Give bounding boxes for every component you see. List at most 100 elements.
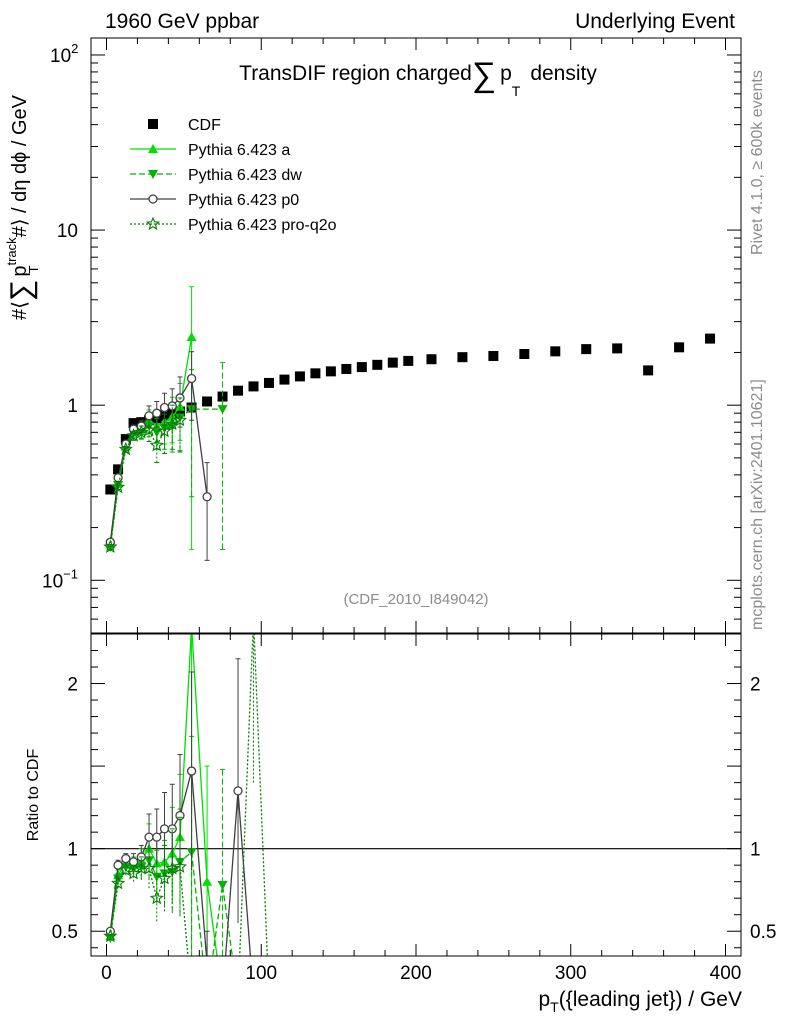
ratio-point-p0 [144,832,154,842]
cdf-point [356,362,367,373]
legend-marker-a [148,144,158,153]
ylabel-post: #⟩ / dη dϕ / GeV [9,94,31,237]
cdf-point [202,396,213,407]
cdf-point [113,464,124,475]
plot-title: TransDIF region charged∑ pTdensity [239,56,597,99]
ratio-tick-label-right: 1 [750,840,761,861]
cdf-point [643,365,654,376]
cdf-point [120,434,131,445]
ratio-clip-group [91,634,741,956]
cdf-point [457,352,468,363]
main-ylabel: #⟨∑ ptrack T #⟩ / dη dϕ / GeV [4,94,41,320]
legend-label-a: Pythia 6.423 a [188,142,290,159]
cdf-point [372,359,383,370]
cdf-point [248,381,259,392]
y-tick-label: 102 [50,41,78,67]
ratio-series-dw [105,735,233,956]
ratio-line-q2o [109,634,268,956]
main-plot [103,286,716,561]
legend-entry-dw: Pythia 6.423 dw [130,167,302,184]
xlabel-p: p [538,988,550,1011]
ratio-tick-label-right: 0.5 [750,922,776,943]
ratio-point-dw [144,856,155,866]
point-p0 [202,492,212,502]
xlabel-rest: ({leading jet}) / GeV [559,988,742,1011]
cdf-point [581,344,592,355]
title-post: density [530,62,597,85]
cdf-point [705,333,716,344]
ratio-point-p0 [113,860,123,870]
title-p: p [500,62,512,85]
series-q2o [103,397,188,553]
ratio-point-q2o [157,870,172,885]
cdf-point [217,391,228,402]
cdf-point [387,357,398,368]
cdf-point [612,343,623,354]
y-tick-label: 1 [67,396,78,417]
ratio-ylabel: Ratio to CDF [25,749,42,842]
ylabel-p: p [9,266,31,277]
point-q2o [172,412,188,427]
mcplots-label: mcplots.cern.ch [arXiv:2401.10621] [749,379,766,630]
x-tick-label: 200 [400,963,432,984]
ratio-point-q2o [111,875,126,890]
ratio-point-q2o [149,890,164,905]
title-sub: T [512,83,521,99]
main-clip-group [103,286,716,561]
x-tick-label: 300 [555,963,587,984]
point-q2o [165,416,180,431]
ratio-point-p0 [186,766,197,776]
y-tick-base: 10 [50,46,71,67]
legend-label-q2o: Pythia 6.423 pro-q2o [188,217,337,234]
ratio-tick-label-left: 0.5 [52,922,78,943]
legend-label-cdf: CDF [188,117,221,134]
legend-label-p0: Pythia 6.423 p0 [188,192,299,209]
ratio-point-q2o [103,928,118,943]
point-p0 [159,402,170,413]
cdf-point [310,368,321,379]
cdf-point [294,371,305,382]
cdf-point [263,377,274,388]
ylabel-sub: T [26,265,41,273]
cdf-point [341,363,352,374]
point-q2o [149,437,164,452]
x-tick-label: 400 [710,963,742,984]
ratio-point-p0 [159,824,170,834]
cdf-point [105,484,116,495]
point-dw [217,405,228,415]
cdf-point [488,350,499,361]
ratio-tick-label-left: 2 [67,675,78,696]
legend-entry-cdf: CDF [148,117,221,134]
ratio-tick-label-left: 1 [67,840,78,861]
ylabel-sum: ∑ [5,280,38,301]
cdf-point [325,366,336,377]
cdf-point [403,355,414,366]
point-p0 [144,411,154,421]
legend-marker-cdf [148,119,158,129]
point-a [186,332,197,342]
title-pre: TransDIF region charged [239,62,472,85]
cdf-point [426,354,437,365]
series-dw [105,362,228,552]
legend-entry-a: Pythia 6.423 a [130,142,290,159]
ratio-tick-label-right: 2 [750,675,761,696]
legend-entry-q2o: Pythia 6.423 pro-q2o [130,216,337,234]
ratio-point-q2o [172,859,188,873]
x-tick-label: 100 [245,963,277,984]
cdf-point [674,342,685,353]
y-tick-label: 10−1 [42,566,78,592]
ratio-point-p0 [152,832,162,842]
point-p0 [152,408,162,418]
legend-marker-dw [148,170,158,179]
legend-entry-p0: Pythia 6.423 p0 [130,192,299,209]
cdf-point [128,418,139,429]
cdf-point [279,374,290,385]
line-dw [109,408,223,548]
cdf-point [550,346,561,357]
legend-marker-p0 [148,194,158,204]
point-q2o [118,441,133,456]
ratio-plot [91,634,741,956]
legend-label-dw: Pythia 6.423 dw [188,167,302,184]
ratio-point-a [202,876,213,886]
cdf-point [519,349,530,360]
